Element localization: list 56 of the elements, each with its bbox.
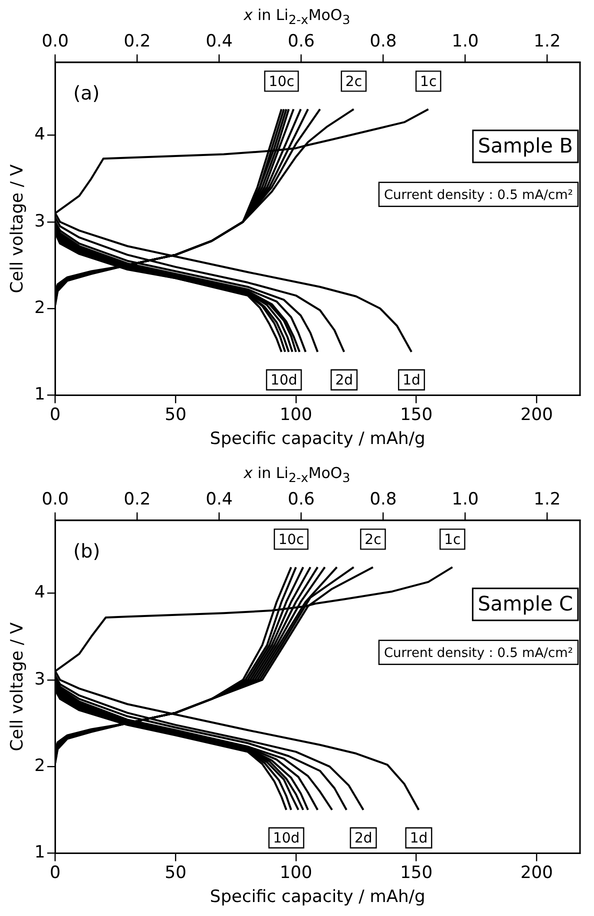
x-tick-label: 0 (50, 862, 61, 883)
x2-tick-label: 0.0 (42, 32, 69, 52)
x2-tick-label: 0.6 (288, 32, 315, 52)
x-tick-label: 150 (400, 862, 433, 883)
y-tick-label: 4 (34, 124, 46, 145)
x-tick-label: 200 (520, 404, 553, 425)
x2-tick-label: 0.8 (370, 32, 397, 52)
y-tick-label: 2 (34, 756, 46, 776)
y-tick-label: 1 (34, 842, 46, 863)
x2-tick-label: 0.6 (288, 490, 315, 510)
annotation: 1d (402, 372, 420, 389)
x2-tick-label: 1.0 (452, 32, 479, 52)
annotation: 1c (444, 532, 461, 548)
x-tick-label: 100 (280, 404, 312, 425)
annotation: 10d (270, 372, 298, 389)
y-axis-title: Cell voltage / V (8, 164, 28, 294)
x2-tick-label: 0.8 (370, 490, 397, 510)
x-tick-label: 200 (520, 862, 553, 883)
annotation: Sample B (478, 134, 574, 158)
x2-tick-label: 1.2 (534, 490, 561, 510)
y-tick-label: 1 (34, 384, 46, 405)
annotation: (a) (73, 82, 100, 104)
x2-axis-title: x in Li$_{2-x}$MoO$_{3}$ (242, 6, 352, 27)
x2-tick-label: 0.4 (206, 490, 233, 510)
annotation: 2d (335, 372, 353, 389)
annotation: 1c (420, 74, 437, 90)
x-axis-title: Specific capacity / mAh/g (210, 887, 426, 908)
annotation: 2c (345, 74, 362, 90)
annotation: 10d (272, 830, 300, 847)
annotation: 10c (278, 532, 304, 548)
x2-tick-label: 0.2 (124, 490, 151, 510)
annotation: 10c (268, 74, 294, 90)
annotation: Current density : 0.5 mA/cm² (384, 188, 574, 203)
y-tick-label: 4 (34, 582, 46, 603)
x-tick-label: 0 (50, 404, 61, 425)
x-tick-label: 50 (164, 862, 186, 883)
x-axis-title: Specific capacity / mAh/g (210, 429, 426, 450)
annotation: (b) (73, 540, 100, 562)
x2-tick-label: 0.2 (124, 32, 151, 52)
annotation: Sample C (478, 592, 573, 616)
y-axis-title: Cell voltage / V (8, 622, 28, 752)
x-tick-label: 100 (280, 862, 312, 883)
x2-tick-label: 0.0 (42, 490, 69, 510)
y-tick-label: 3 (34, 211, 46, 232)
annotation: Current density : 0.5 mA/cm² (384, 646, 574, 661)
x-tick-label: 50 (164, 404, 186, 425)
annotation: 2d (354, 830, 372, 847)
annotation: 2c (364, 532, 382, 548)
y-tick-label: 3 (34, 669, 46, 690)
annotation: 1d (410, 830, 428, 847)
x2-tick-label: 1.2 (534, 32, 561, 52)
x2-tick-label: 0.4 (206, 32, 233, 52)
y-tick-label: 2 (34, 298, 46, 318)
x2-tick-label: 1.0 (452, 490, 479, 510)
x2-axis-title: x in Li$_{2-x}$MoO$_{3}$ (242, 464, 352, 485)
x-tick-label: 150 (400, 404, 433, 425)
